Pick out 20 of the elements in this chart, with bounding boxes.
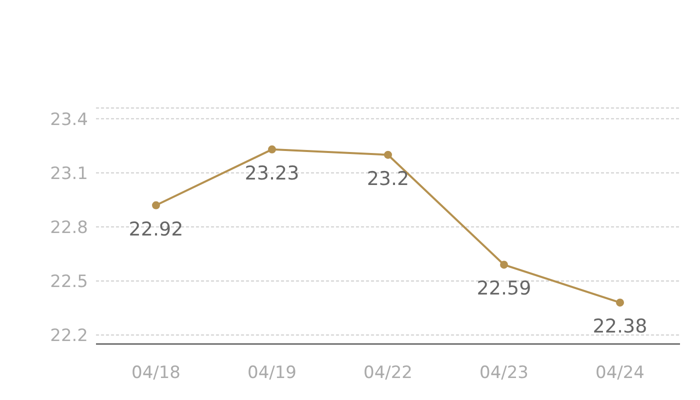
- data-label: 22.92: [128, 218, 184, 240]
- y-tick-label: 23.4: [50, 110, 88, 130]
- point: [500, 260, 508, 269]
- point: [152, 201, 160, 210]
- x-tick-label: 04/22: [364, 363, 412, 383]
- point: [384, 150, 392, 159]
- data-label: 23.2: [366, 168, 410, 190]
- x-tick-label: 04/18: [132, 363, 180, 383]
- x-tick-label: 04/24: [596, 363, 644, 383]
- y-tick-label: 22.8: [50, 218, 88, 238]
- y-tick-label: 23.1: [50, 164, 88, 184]
- data-label: 23.23: [244, 162, 300, 184]
- y-tick-label: 22.5: [50, 272, 88, 292]
- point: [268, 145, 276, 154]
- y-tick-label: 22.2: [50, 326, 88, 346]
- data-label: 22.38: [592, 316, 648, 338]
- data-label: 22.59: [476, 278, 532, 300]
- x-tick-label: 04/23: [480, 363, 528, 383]
- x-tick-label: 04/19: [248, 363, 296, 383]
- point: [616, 298, 624, 307]
